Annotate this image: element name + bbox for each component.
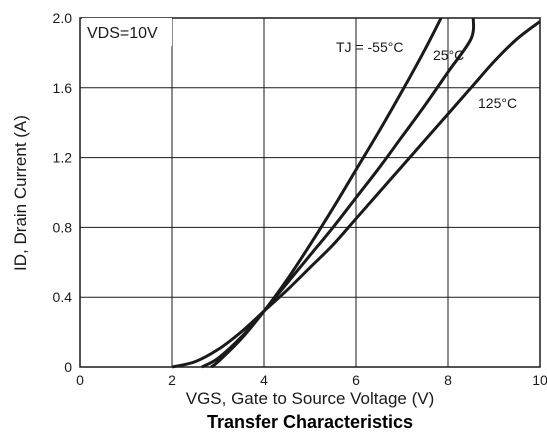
condition-label: VDS=10V (87, 25, 158, 42)
x-axis-title: VGS, Gate to Source Voltage (V) (186, 389, 435, 408)
x-tick-labels: 0 2 4 6 8 10 (76, 372, 547, 388)
y-tick-label: 0.8 (53, 219, 73, 235)
series-line-1 (201, 17, 476, 369)
series-label-125: 125°C (478, 95, 517, 111)
y-axis-title: ID, Drain Current (A) (11, 115, 30, 271)
series-line-0 (210, 17, 443, 369)
series-label-25: 25°C (433, 47, 464, 63)
y-tick-labels: 0 0.4 0.8 1.2 1.6 2.0 (53, 10, 73, 375)
y-tick-label: 1.2 (53, 150, 73, 166)
chart-title: Transfer Characteristics (207, 412, 413, 432)
plot-frame (79, 17, 541, 368)
y-tick-label: 0 (64, 359, 72, 375)
x-tick-label: 8 (444, 372, 452, 388)
series-label-minus55: TJ = -55°C (336, 39, 403, 55)
y-tick-label: 2.0 (53, 10, 73, 26)
series-group (171, 17, 541, 369)
x-tick-label: 0 (76, 372, 84, 388)
x-tick-label: 10 (532, 372, 547, 388)
grid (79, 17, 541, 368)
y-tick-label: 1.6 (53, 80, 73, 96)
x-tick-label: 6 (352, 372, 360, 388)
x-tick-label: 4 (260, 372, 268, 388)
condition-label-box (82, 18, 172, 46)
x-tick-label: 2 (168, 372, 176, 388)
series-line-2 (171, 20, 541, 369)
y-tick-label: 0.4 (53, 289, 73, 305)
